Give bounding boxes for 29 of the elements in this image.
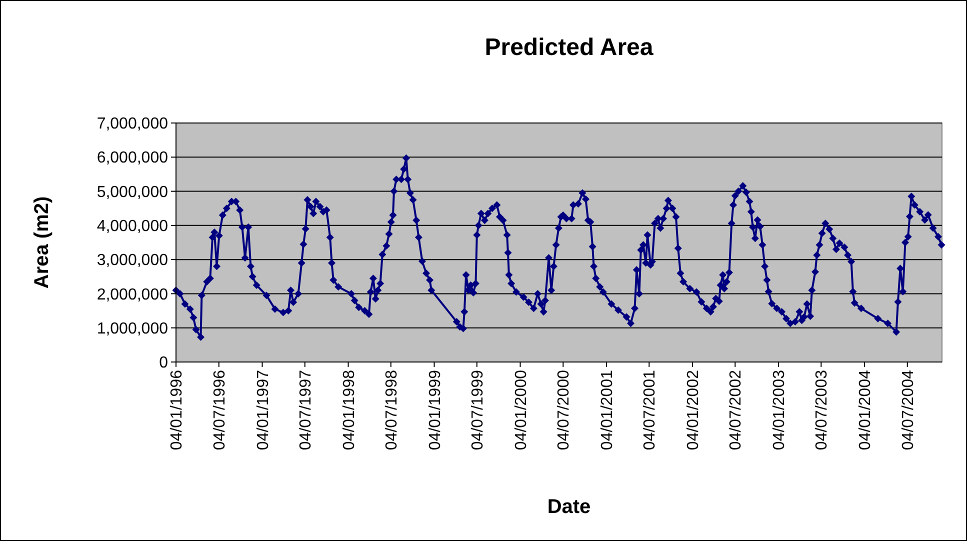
y-tick-label: 3,000,000	[96, 252, 168, 270]
y-tick-label: 5,000,000	[96, 184, 168, 201]
y-tick-label: 2,000,000	[96, 286, 168, 304]
x-tick-label: 04/01/2003	[771, 370, 788, 450]
x-tick-label: 04/01/2002	[685, 370, 702, 450]
x-tick-label: 04/01/2001	[599, 370, 616, 450]
x-tick-label: 04/07/1998	[383, 370, 400, 450]
y-axis-title: Area (m2)	[31, 196, 53, 289]
x-tick-label: 04/07/2002	[728, 370, 745, 450]
y-tick-label: 4,000,000	[96, 218, 168, 236]
x-tick-label: 04/07/1996	[211, 370, 228, 450]
x-tick-label: 04/01/1997	[254, 370, 272, 450]
chart-title: Predicted Area	[484, 34, 654, 61]
x-tick-label: 04/07/1999	[469, 370, 486, 450]
y-tick-label: 1,000,000	[96, 320, 168, 338]
x-axis-title: Date	[547, 496, 591, 518]
x-tick-label: 04/01/2004	[857, 370, 874, 450]
x-tick-label: 04/07/1997	[297, 370, 314, 450]
x-tick-label: 04/07/2000	[556, 370, 573, 450]
y-tick-label: 7,000,000	[96, 116, 168, 133]
x-tick-label: 04/01/1999	[426, 370, 444, 450]
x-tick-label: 04/07/2003	[814, 370, 831, 450]
x-tick-label: 04/07/2001	[642, 370, 659, 450]
x-tick-label: 04/01/2000	[512, 370, 530, 450]
x-tick-label: 04/01/1996	[168, 370, 186, 450]
x-tick-label: 04/01/1998	[340, 370, 358, 450]
y-tick-label: 0	[159, 354, 168, 372]
y-tick-label: 6,000,000	[96, 150, 168, 167]
x-tick-label: 04/07/2004	[900, 370, 917, 450]
